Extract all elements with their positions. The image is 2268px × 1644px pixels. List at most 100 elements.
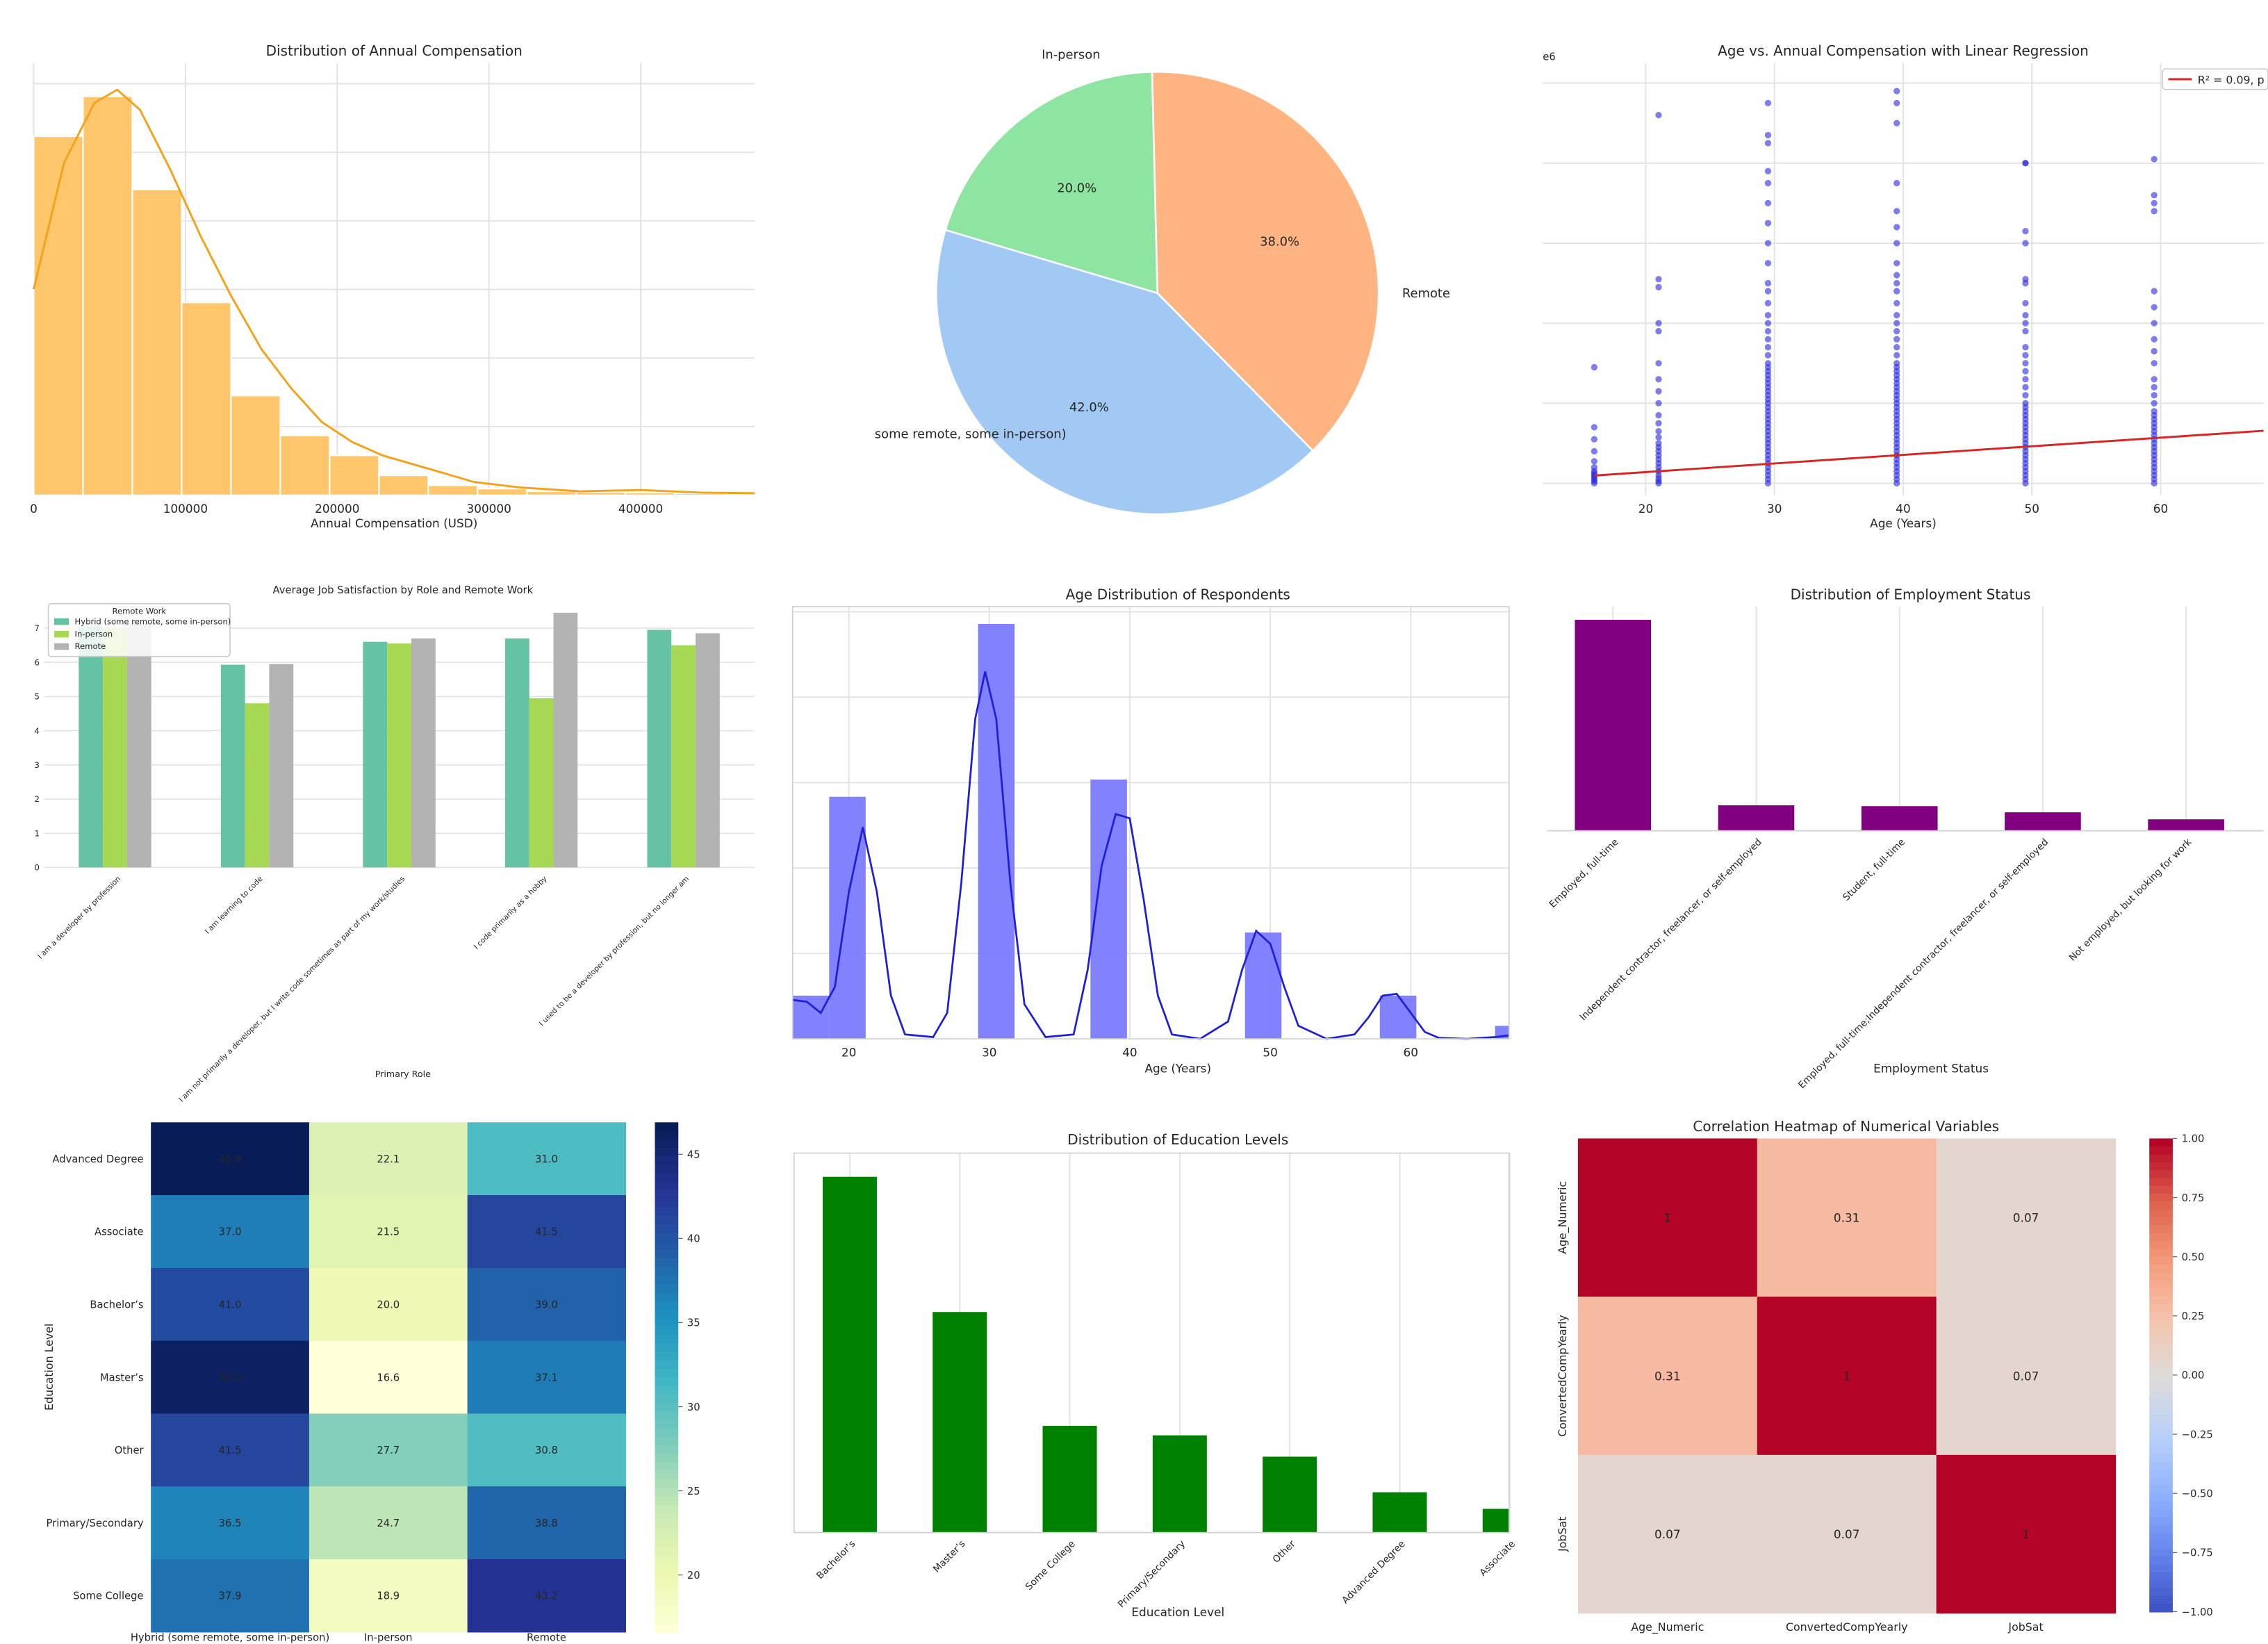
colorbar-tick-label: 0.50 — [2182, 1251, 2205, 1263]
colorbar-segment — [2149, 1414, 2173, 1424]
y-tick-label: 7 — [35, 623, 40, 633]
scatter-point — [2151, 400, 2158, 406]
x-tick-label: Independent contractor, freelancer, or s… — [1578, 837, 1764, 1023]
plot-frame — [793, 1152, 1510, 1534]
scatter-point — [2022, 376, 2029, 383]
y-tick-label: Primary/Secondary — [47, 1518, 144, 1529]
scatter-point — [1893, 272, 1900, 279]
colorbar-segment — [655, 1173, 679, 1183]
colorbar-segment — [2149, 1509, 2173, 1518]
heatmap-cell — [151, 1340, 310, 1415]
age-compensation-scatter: 20 30 40 50 60 R² = 0.09, p e6 Age vs. Annual C… — [1543, 42, 2268, 530]
heatmap-value: 16.6 — [377, 1372, 400, 1383]
colorbar-segment — [655, 1360, 679, 1370]
heatmap-value: 37.1 — [535, 1372, 558, 1383]
x-tick-label: I code primarily as a hobby — [472, 875, 549, 951]
colorbar-tick-label: 0.25 — [2182, 1310, 2205, 1322]
scatter-point — [1655, 440, 1662, 447]
x-tick-label: Other — [1271, 1538, 1298, 1565]
colorbar-segment — [655, 1156, 679, 1166]
bar — [1042, 1426, 1097, 1533]
colorbar-segment — [655, 1351, 679, 1361]
scatter-point — [1764, 140, 1772, 147]
scatter-point — [1591, 363, 1598, 371]
chart-title: Age vs. Annual Compensation with Linear … — [1718, 42, 2089, 59]
scatter-point — [1893, 352, 1900, 359]
colorbar-segment — [655, 1513, 679, 1523]
histogram-bar — [230, 395, 281, 496]
colorbar-segment — [2149, 1178, 2173, 1187]
histogram-bar — [427, 484, 479, 496]
colorbar-segment — [2149, 1517, 2173, 1526]
colorbar-segment — [655, 1454, 679, 1463]
legend-box — [47, 602, 231, 657]
correlation-heatmap: 1 0.31 0.07 0.31 1 0.07 0.07 0.07 1 Age_Numeric Co… — [1556, 1118, 2213, 1634]
heatmap-cell — [1936, 1454, 2117, 1614]
heatmap-value: 43.2 — [535, 1590, 558, 1602]
colorbar-segment — [2149, 1485, 2173, 1495]
colorbar-segment — [2149, 1343, 2173, 1352]
colorbar-segment — [2149, 1146, 2173, 1156]
colorbar-segment — [2149, 1564, 2173, 1573]
colorbar-segment — [2149, 1320, 2173, 1329]
colorbar-segment — [2149, 1383, 2173, 1392]
scatter-point — [1893, 240, 1900, 247]
colorbar-segment — [655, 1564, 679, 1574]
scatter-point — [2151, 288, 2158, 295]
colorbar-segment — [655, 1606, 679, 1616]
pie-percent-label: 38.0% — [1260, 235, 1299, 249]
scatter-point — [1764, 199, 1772, 207]
colorbar-segment — [2149, 1588, 2173, 1597]
colorbar-segment — [655, 1233, 679, 1242]
x-tick-label: 400000 — [618, 502, 663, 516]
grouped-bar — [387, 643, 411, 868]
scatter-point — [2022, 392, 2029, 399]
grouped-bar — [269, 664, 294, 868]
scatter-point — [2022, 299, 2029, 306]
x-tick-label: In-person — [364, 1632, 413, 1644]
heatmap-value: 46.9 — [219, 1153, 242, 1165]
scatter-point — [1764, 220, 1772, 227]
x-tick-label: 60 — [1404, 1045, 1418, 1059]
histogram-bar — [33, 135, 84, 496]
pie-category-label: some remote, some in-person) — [875, 427, 1067, 442]
colorbar-segment — [655, 1496, 679, 1506]
grouped-bar — [696, 633, 720, 868]
colorbar-segment — [2149, 1493, 2173, 1502]
colorbar-segment — [655, 1488, 679, 1497]
colorbar-tick-label: 20 — [687, 1570, 700, 1581]
x-tick-label: I used to be a developer by profession, … — [538, 875, 691, 1028]
heatmap-value: 20.0 — [377, 1299, 400, 1311]
colorbar-segment — [2149, 1201, 2173, 1210]
scatter-point — [1655, 360, 1662, 367]
scatter-point — [1655, 328, 1662, 335]
heatmap-cell — [309, 1340, 468, 1415]
colorbar-tick-label: 40 — [687, 1233, 700, 1245]
colorbar-segment — [2149, 1169, 2173, 1179]
heatmap-cell — [151, 1413, 310, 1487]
colorbar-segment — [655, 1190, 679, 1200]
heatmap-value: 39.0 — [535, 1299, 558, 1311]
chart-title: Distribution of Education Levels — [1067, 1131, 1288, 1148]
y-tick-label: JobSat — [1556, 1517, 1569, 1552]
colorbar-segment — [655, 1581, 679, 1590]
colorbar-segment — [655, 1131, 679, 1140]
colorbar-segment — [655, 1555, 679, 1565]
scatter-point — [1764, 131, 1772, 139]
scatter-point — [2151, 208, 2158, 215]
x-tick-label: Associate — [1477, 1538, 1518, 1579]
scatter-point — [1764, 328, 1772, 335]
x-axis-label: Primary Role — [375, 1069, 431, 1079]
y-axis-label: Education Level — [42, 1324, 56, 1411]
y-tick-label: 2 — [35, 794, 40, 804]
colorbar-segment — [655, 1623, 679, 1634]
x-tick-label: I am a developer by profession — [36, 875, 122, 961]
scatter-point — [2022, 276, 2029, 283]
colorbar-tick-label: 25 — [687, 1486, 700, 1497]
compensation-histogram: 0 100000 200000 300000 400000 Distribution of… — [30, 42, 755, 530]
colorbar-segment — [655, 1147, 679, 1158]
grouped-bar — [245, 703, 270, 868]
x-tick-label: 30 — [1767, 502, 1782, 516]
regression-line — [1594, 429, 2264, 477]
